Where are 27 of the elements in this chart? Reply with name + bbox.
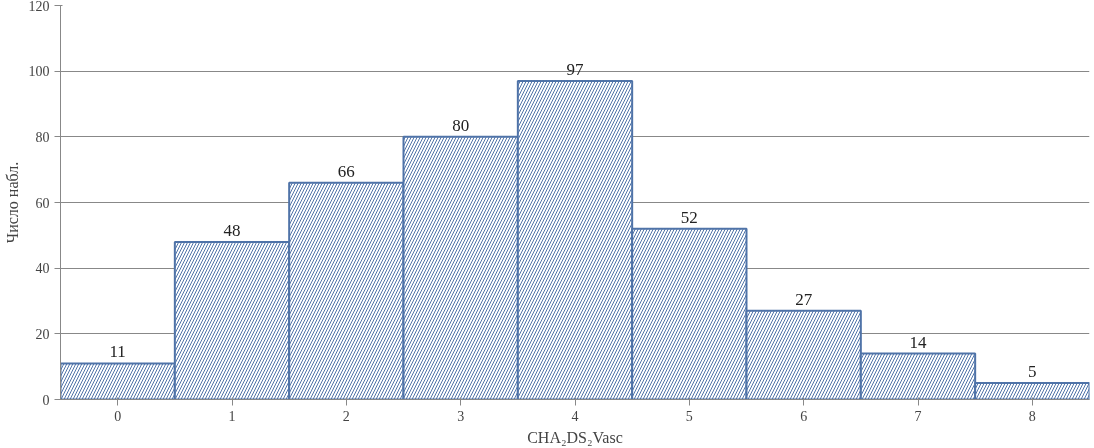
x-tick-label: 6 xyxy=(800,408,808,424)
data-label: 27 xyxy=(795,289,813,309)
y-tick-label: 40 xyxy=(35,261,50,277)
data-label: 66 xyxy=(337,161,355,181)
y-tick-label: 120 xyxy=(28,0,50,14)
x-tick-label: 5 xyxy=(685,408,693,424)
data-label: 48 xyxy=(223,220,241,240)
y-axis-title: Число набл. xyxy=(3,161,21,244)
x-tick-label: 4 xyxy=(571,408,579,424)
x-tick-label: 0 xyxy=(114,408,122,424)
y-tick-label: 100 xyxy=(28,64,50,80)
x-tick-label: 1 xyxy=(228,408,236,424)
y-tick-label: 80 xyxy=(35,129,50,145)
x-tick-label: 7 xyxy=(914,408,922,424)
data-label: 11 xyxy=(109,342,126,362)
y-tick-label: 0 xyxy=(42,392,50,408)
x-axis-title: CHA₂DS₂Vasc xyxy=(527,428,623,446)
data-label: 97 xyxy=(566,60,584,80)
y-tick-label: 20 xyxy=(35,326,50,342)
x-tick-label: 2 xyxy=(342,408,350,424)
data-label: 80 xyxy=(452,115,470,135)
x-tick-label: 8 xyxy=(1028,408,1036,424)
y-tick-label: 60 xyxy=(35,195,50,211)
data-label: 52 xyxy=(680,207,698,227)
data-label: 5 xyxy=(1028,362,1037,382)
x-tick-label: 3 xyxy=(457,408,465,424)
data-label: 14 xyxy=(909,332,927,352)
